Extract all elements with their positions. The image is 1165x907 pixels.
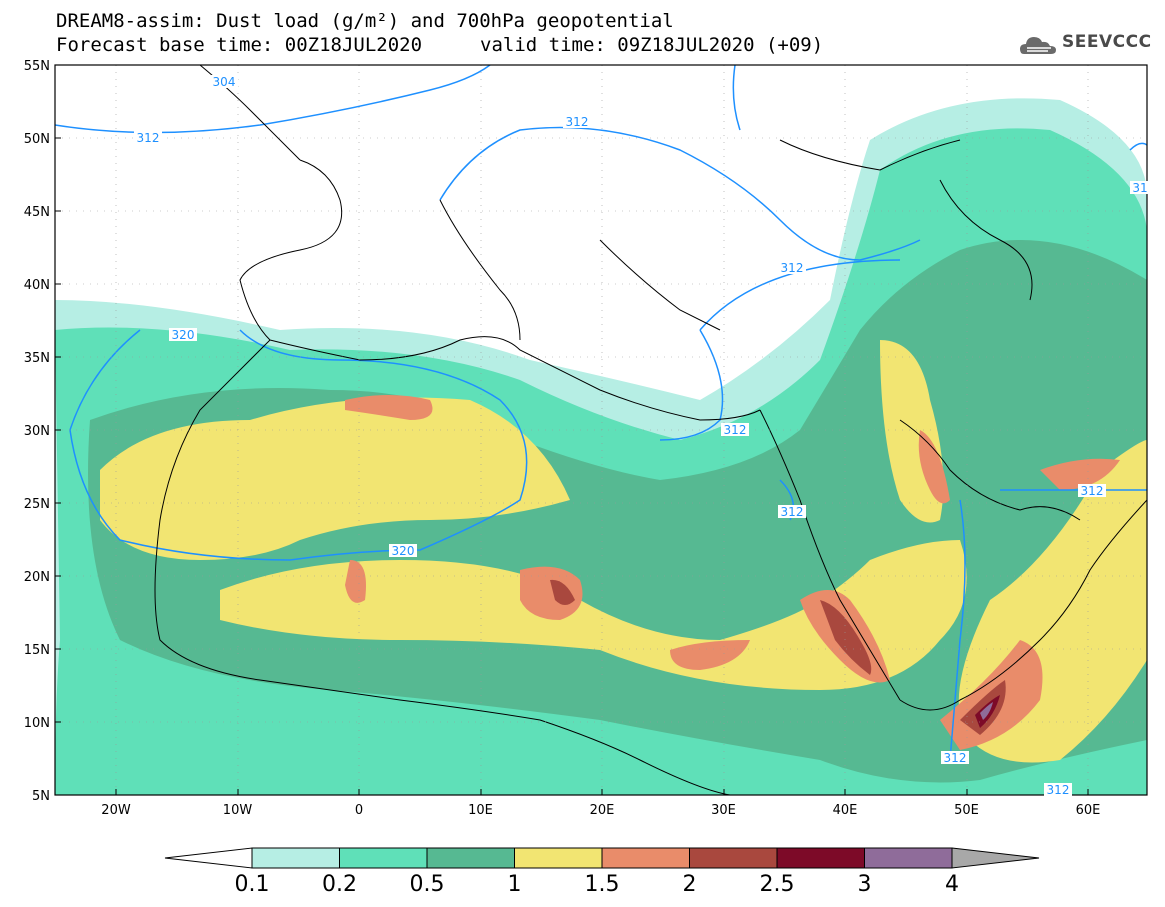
contour-label: 312 bbox=[944, 751, 967, 765]
colorbar-label: 4 bbox=[945, 872, 959, 897]
lon-label: 30E bbox=[711, 803, 736, 818]
colorbar-label: 0.5 bbox=[410, 872, 445, 897]
colorbar-label: 1.5 bbox=[585, 872, 620, 897]
lat-label: 20N bbox=[24, 570, 50, 585]
colorbar-box bbox=[251, 847, 340, 869]
colorbar-legend: 0.1 0.2 0.5 1 1.5 2 2.5 3 4 bbox=[164, 847, 1040, 897]
valid-time: valid time: 09Z18JUL2020 (+09) bbox=[480, 34, 824, 56]
colorbar-box bbox=[776, 847, 865, 869]
contour-label: 320 bbox=[392, 544, 415, 558]
cloud-icon bbox=[1020, 37, 1056, 54]
lat-label: 50N bbox=[24, 132, 50, 147]
colorbar-label: 1 bbox=[508, 872, 522, 897]
lon-label: 0 bbox=[355, 803, 363, 818]
lon-label: 60E bbox=[1076, 803, 1101, 818]
ticks bbox=[55, 64, 1089, 796]
dust-band-1 bbox=[100, 397, 570, 560]
contour-label-bg bbox=[1130, 181, 1150, 194]
coastlines bbox=[154, 65, 1147, 795]
contour-label-bg bbox=[778, 261, 806, 274]
lon-label: 10E bbox=[468, 803, 493, 818]
dust-map: 55N 50N 45N 40N 35N 30N 25N 20N 15N 10N 5N 20W 10W 0… bbox=[23, 59, 1150, 818]
contour-label-bg bbox=[941, 751, 969, 764]
contour-label: 31 bbox=[1132, 181, 1147, 195]
colorbar-box bbox=[864, 847, 953, 869]
dust-band-2 bbox=[820, 600, 872, 675]
colorbar-label: 2 bbox=[683, 872, 697, 897]
contour-label-bg bbox=[210, 75, 238, 88]
colorbar-arrow-right bbox=[951, 847, 1040, 869]
map-title: DREAM8-assim: Dust load (g/m²) and 700hP… bbox=[56, 10, 674, 32]
lat-label: 40N bbox=[24, 278, 50, 293]
lat-label: 55N bbox=[24, 59, 50, 74]
colorbar-label: 3 bbox=[858, 872, 872, 897]
contour-label: 320 bbox=[172, 328, 195, 342]
lat-label: 25N bbox=[24, 497, 50, 512]
lat-label: 30N bbox=[24, 424, 50, 439]
colorbar-box bbox=[601, 847, 690, 869]
contour-label-bg bbox=[134, 131, 162, 144]
contour-label: 312 bbox=[1081, 484, 1104, 498]
lon-label: 20W bbox=[101, 803, 131, 818]
colorbar-label: 0.2 bbox=[322, 872, 357, 897]
colorbar-box bbox=[339, 847, 428, 869]
lon-label: 20E bbox=[590, 803, 615, 818]
contour-label-bg bbox=[1044, 783, 1072, 796]
contour-labels: 304 312 312 312 320 320 312 312 312 312 312 31 bbox=[134, 75, 1150, 797]
contour-label: 312 bbox=[781, 261, 804, 275]
colorbar-label: 0.1 bbox=[235, 872, 270, 897]
contour-label-bg bbox=[563, 115, 591, 128]
contour-label: 312 bbox=[781, 505, 804, 519]
contour-label-bg bbox=[389, 544, 417, 557]
contour-label: 312 bbox=[724, 423, 747, 437]
logo-text: SEEVCCC bbox=[1062, 32, 1152, 52]
contour-label: 312 bbox=[137, 131, 160, 145]
contour-label: 304 bbox=[213, 75, 236, 89]
contour-label: 312 bbox=[566, 115, 589, 129]
colorbar-box bbox=[426, 847, 515, 869]
colorbar-box bbox=[514, 847, 603, 869]
lat-label: 15N bbox=[24, 643, 50, 658]
lat-label: 5N bbox=[32, 789, 50, 804]
contour-label-bg bbox=[778, 505, 806, 518]
latitude-labels: 55N 50N 45N 40N 35N 30N 25N 20N 15N 10N 5N bbox=[24, 59, 50, 804]
forecast-base-time: Forecast base time: 00Z18JUL2020 bbox=[56, 34, 423, 56]
contour-label-bg bbox=[1078, 484, 1106, 497]
colorbar-arrow-left bbox=[164, 847, 253, 869]
lon-label: 50E bbox=[954, 803, 979, 818]
lon-label: 40E bbox=[833, 803, 858, 818]
longitude-labels: 20W 10W 0 10E 20E 30E 40E 50E 60E bbox=[101, 803, 1100, 818]
colorbar-box bbox=[689, 847, 778, 869]
dust-band-3 bbox=[980, 702, 993, 720]
contour-label-bg bbox=[169, 328, 197, 341]
lat-label: 45N bbox=[24, 205, 50, 220]
lat-label: 35N bbox=[24, 351, 50, 366]
contour-label-bg bbox=[721, 423, 749, 436]
contour-label: 312 bbox=[1047, 783, 1070, 797]
dust-band-1.5 bbox=[345, 395, 433, 420]
colorbar-label: 2.5 bbox=[760, 872, 795, 897]
lon-label: 10W bbox=[223, 803, 253, 818]
lat-label: 10N bbox=[24, 716, 50, 731]
